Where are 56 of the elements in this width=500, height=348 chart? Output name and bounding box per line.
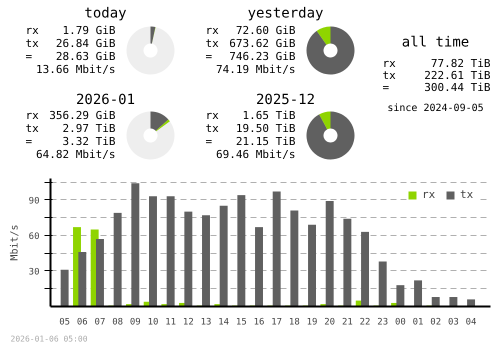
x-tick-label: 18 <box>288 318 300 328</box>
text: rx 356.29 GiB <box>26 109 116 122</box>
text: tx 2.97 TiB <box>26 122 116 135</box>
text: = 746.23 GiB <box>206 50 296 63</box>
text: = 300.44 TiB <box>382 81 491 94</box>
x-tick-label: 21 <box>342 318 353 328</box>
x-tick-label: 23 <box>377 318 388 328</box>
text: tx 673.62 GiB <box>206 37 296 50</box>
x-tick-label: 11 <box>165 318 176 328</box>
x-tick-label: 06 <box>76 318 88 328</box>
x-tick-label: 07 <box>94 318 106 328</box>
chart-title: 2026-01 <box>76 92 136 108</box>
text: rx 1.79 GiB <box>26 24 116 37</box>
text: rx 77.82 TiB <box>382 57 491 70</box>
x-tick-label: 09 <box>130 318 141 328</box>
text: all time <box>402 34 470 50</box>
text: 74.19 Mbit/s <box>216 63 296 76</box>
text: 2026-01-06 05:00 <box>10 334 88 344</box>
text: = 21.15 TiB <box>206 135 296 148</box>
x-tick-label: 19 <box>306 318 318 328</box>
text: tx 222.61 TiB <box>382 69 491 82</box>
y-tick-label: 60 <box>28 232 40 242</box>
text: rx 1.65 TiB <box>206 109 296 122</box>
text: 13.66 Mbit/s <box>36 63 116 76</box>
text: tx 19.50 TiB <box>206 122 296 135</box>
text: rx 72.60 GiB <box>206 24 296 37</box>
x-tick-label: 04 <box>466 318 476 328</box>
y-axis-title: Mbit/s <box>10 224 21 261</box>
x-tick-label: 05 <box>59 318 70 328</box>
text: = 3.32 TiB <box>26 135 116 148</box>
chart-title: 2025-12 <box>256 92 316 108</box>
x-tick-label: 12 <box>182 318 194 328</box>
x-tick-label: 01 <box>412 318 424 328</box>
legend-label: rx <box>422 188 436 201</box>
x-tick-label: 13 <box>200 318 212 328</box>
x-tick-label: 00 <box>394 318 406 328</box>
x-tick-label: 14 <box>218 318 230 328</box>
x-tick-label: 16 <box>254 318 264 328</box>
chart-title: today <box>84 6 127 22</box>
text: 69.46 Mbit/s <box>216 148 296 161</box>
x-tick-label: 20 <box>324 318 336 328</box>
x-tick-label: 17 <box>271 318 282 328</box>
x-tick-label: 22 <box>360 318 370 328</box>
text: tx 26.84 GiB <box>26 37 116 50</box>
x-tick-label: 15 <box>236 318 247 328</box>
x-tick-label: 02 <box>430 318 442 328</box>
text: 64.82 Mbit/s <box>36 148 116 161</box>
x-tick-label: 03 <box>448 318 459 328</box>
legend-label: tx <box>460 188 474 201</box>
x-tick-label: 08 <box>112 318 124 328</box>
y-tick-label: 90 <box>28 196 40 206</box>
chart-title: yesterday <box>248 6 324 22</box>
text: since 2024-09-05 <box>387 103 484 114</box>
x-tick-label: 10 <box>148 318 158 328</box>
text: = 28.63 GiB <box>26 50 116 63</box>
y-tick-label: 30 <box>28 267 40 278</box>
